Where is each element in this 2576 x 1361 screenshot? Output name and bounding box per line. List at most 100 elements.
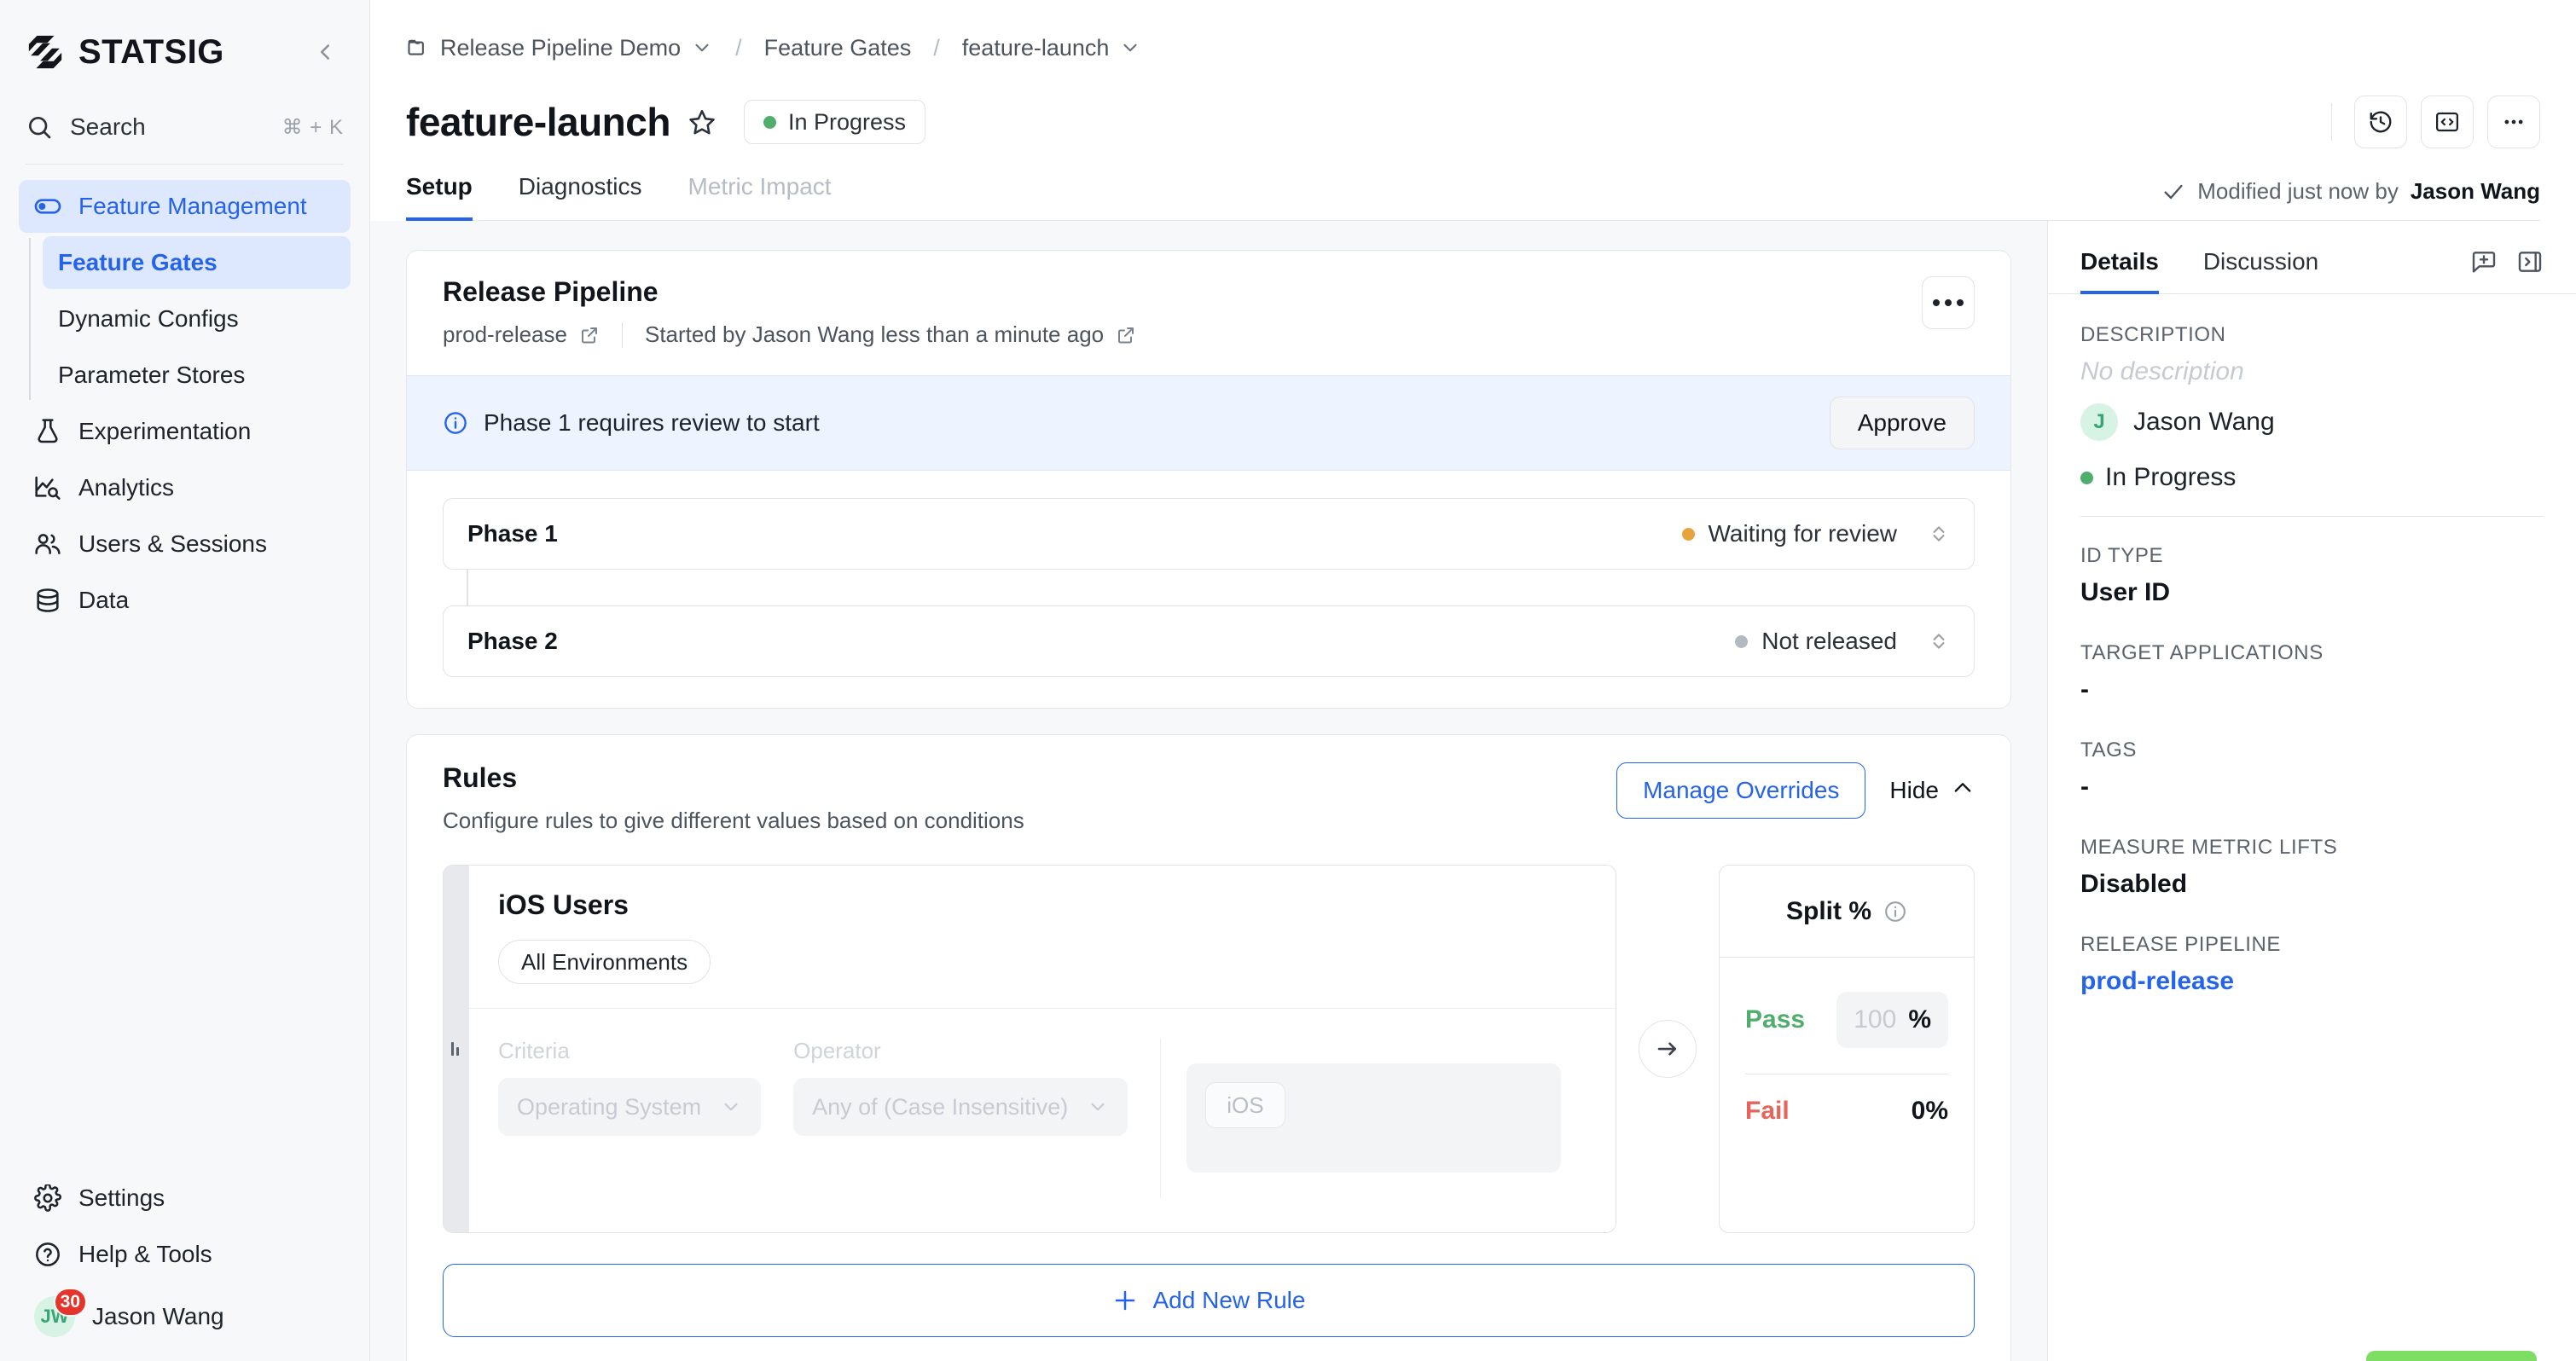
phase-connector	[467, 570, 468, 605]
percent-symbol: %	[1908, 1005, 1931, 1034]
fail-row: Fail 0%	[1745, 1097, 1948, 1126]
environment-chip[interactable]: All Environments	[498, 940, 711, 984]
breadcrumb-project[interactable]: Release Pipeline Demo	[406, 35, 713, 61]
tab-diagnostics[interactable]: Diagnostics	[518, 173, 642, 200]
phase-gap	[443, 570, 1975, 605]
field-release-pipeline: RELEASE PIPELINE prod-release	[2080, 933, 2544, 996]
hide-rules-toggle[interactable]: Hide	[1889, 776, 1975, 806]
field-label: DESCRIPTION	[2080, 323, 2226, 346]
sidebar-item-settings[interactable]: Settings	[19, 1172, 351, 1225]
manage-overrides-button[interactable]: Manage Overrides	[1616, 762, 1866, 819]
tab-setup[interactable]: Setup	[406, 173, 473, 221]
status-dot	[1681, 527, 1695, 541]
status-dot	[763, 115, 776, 129]
criteria-field: Criteria Operating System	[498, 1038, 762, 1198]
release-pipeline-more-icon[interactable]	[1922, 276, 1975, 329]
breadcrumb-separator: /	[933, 34, 940, 61]
sidebar-user[interactable]: JW 30 Jason Wang	[19, 1284, 351, 1349]
drag-handle-icon[interactable]	[444, 866, 469, 1232]
criteria-value: Operating System	[517, 1093, 702, 1120]
code-icon[interactable]	[2421, 96, 2474, 148]
rules-card: Rules Configure rules to give different …	[406, 734, 2011, 1361]
rule-values: iOS	[1160, 1038, 1587, 1198]
chevron-down-icon	[691, 37, 713, 59]
breadcrumb: Release Pipeline Demo / Feature Gates / …	[406, 29, 2540, 67]
sidebar-item-label: Experimentation	[78, 418, 252, 444]
sidebar-top: STATSIG Search ⌘ + K	[0, 0, 369, 165]
field-measure-metric-lifts: MEASURE METRIC LIFTS Disabled	[2080, 836, 2544, 899]
sidebar-item-label: Help & Tools	[78, 1241, 212, 1267]
sidebar-item-parameter-stores[interactable]: Parameter Stores	[43, 349, 351, 402]
operator-value: Any of (Case Insensitive)	[812, 1093, 1069, 1120]
info-icon[interactable]	[1883, 900, 1907, 924]
external-link-icon[interactable]	[579, 325, 600, 345]
external-link-icon[interactable]	[1116, 325, 1136, 345]
content: Release Pipeline prod-release Started by…	[370, 221, 2576, 1361]
sidebar-item-feature-management[interactable]: Feature Management	[19, 180, 351, 233]
breadcrumb-current[interactable]: feature-launch	[962, 35, 1142, 61]
operator-select[interactable]: Any of (Case Insensitive)	[793, 1078, 1128, 1136]
sidebar-item-feature-gates[interactable]: Feature Gates	[43, 236, 351, 289]
rules-actions: Manage Overrides Hide	[1616, 762, 1975, 819]
sidebar-subnav: Feature Gates Dynamic Configs Parameter …	[19, 236, 351, 402]
criteria-select[interactable]: Operating System	[498, 1078, 762, 1136]
release-pipeline-card: Release Pipeline prod-release Started by…	[406, 250, 2011, 709]
sidebar-item-experimentation[interactable]: Experimentation	[19, 405, 351, 458]
floating-action-button[interactable]	[2366, 1351, 2537, 1361]
fail-label: Fail	[1745, 1097, 1790, 1125]
pass-percent-input[interactable]: 100 %	[1836, 992, 1948, 1048]
phase-row[interactable]: Phase 1 Waiting for review	[443, 498, 1975, 570]
add-new-rule-button[interactable]: Add New Rule	[443, 1264, 1975, 1337]
search-input[interactable]: Search ⌘ + K	[26, 96, 344, 159]
tab-discussion[interactable]: Discussion	[2202, 248, 2319, 275]
notice-text-wrap: Phase 1 requires review to start	[443, 409, 820, 437]
add-new-rule-label: Add New Rule	[1152, 1287, 1306, 1313]
title-row: feature-launch In Progress	[406, 96, 2540, 148]
more-icon[interactable]	[2487, 96, 2540, 148]
sidebar-item-dynamic-configs[interactable]: Dynamic Configs	[43, 292, 351, 345]
field-value-link[interactable]: prod-release	[2080, 967, 2235, 995]
pipeline-link[interactable]: prod-release	[443, 321, 567, 347]
rule-header: iOS Users All Environments	[469, 866, 1616, 1008]
add-note-icon[interactable]	[2470, 248, 2498, 280]
sidebar-item-label: Users & Sessions	[78, 530, 267, 557]
field-value: Disabled	[2080, 870, 2188, 898]
chevron-left-icon[interactable]	[306, 33, 344, 71]
reorder-icon[interactable]	[1928, 630, 1950, 652]
criteria-label: Criteria	[498, 1038, 570, 1063]
details-panel-tabs: Details Discussion	[2048, 221, 2576, 294]
phase-row[interactable]: Phase 2 Not released	[443, 605, 1975, 677]
breadcrumb-section[interactable]: Feature Gates	[763, 34, 912, 61]
divider	[2080, 516, 2544, 517]
field-label: ID TYPE	[2080, 544, 2164, 567]
field-label: MEASURE METRIC LIFTS	[2080, 836, 2338, 859]
phase-name: Phase 2	[467, 628, 558, 654]
center-column: Release Pipeline prod-release Started by…	[370, 221, 2047, 1361]
fail-value: 0%	[1911, 1097, 1948, 1125]
split-header: Split %	[1720, 866, 1974, 958]
status-badge[interactable]: In Progress	[743, 100, 926, 144]
history-icon[interactable]	[2354, 96, 2407, 148]
operator-field: Operator Any of (Case Insensitive)	[793, 1038, 1128, 1198]
tab-details[interactable]: Details	[2080, 248, 2159, 294]
chevron-down-icon	[720, 1096, 742, 1118]
values-pane[interactable]: iOS	[1186, 1063, 1561, 1173]
sidebar-item-users-sessions[interactable]: Users & Sessions	[19, 518, 351, 570]
approve-button[interactable]: Approve	[1829, 397, 1975, 449]
hide-label: Hide	[1889, 777, 1939, 803]
chevron-up-icon	[1951, 776, 1975, 806]
sidebar-item-label: Data	[78, 587, 130, 613]
field-tags: TAGS -	[2080, 738, 2544, 802]
collapse-panel-icon[interactable]	[2516, 248, 2544, 280]
sidebar-item-analytics[interactable]: Analytics	[19, 461, 351, 514]
pass-row: Pass 100 %	[1745, 992, 1948, 1048]
sidebar-item-help-tools[interactable]: Help & Tools	[19, 1228, 351, 1281]
star-icon[interactable]	[688, 107, 717, 136]
sidebar-item-data[interactable]: Data	[19, 574, 351, 627]
sidebar-subitem-label: Parameter Stores	[58, 362, 246, 388]
search-icon	[26, 113, 53, 141]
release-pipeline-title: Release Pipeline	[443, 276, 659, 307]
title-actions	[2331, 96, 2540, 148]
status-dot	[1735, 634, 1749, 648]
reorder-icon[interactable]	[1928, 523, 1950, 545]
